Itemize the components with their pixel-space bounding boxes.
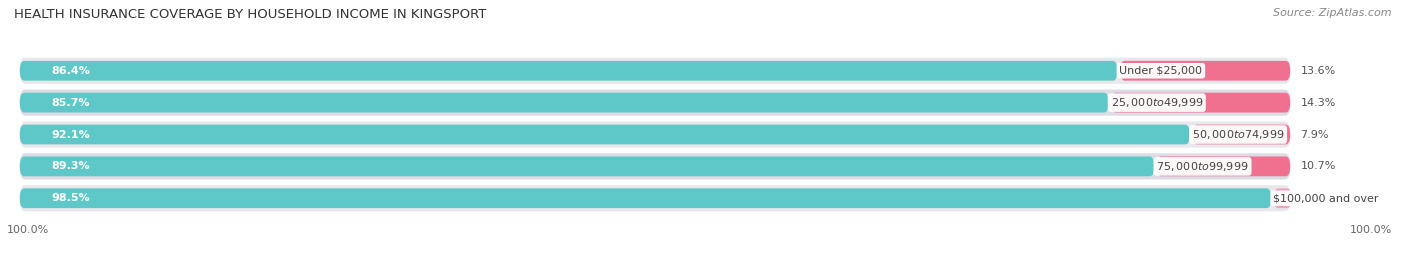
Text: 13.6%: 13.6% (1301, 66, 1336, 76)
FancyBboxPatch shape (20, 58, 1291, 84)
FancyBboxPatch shape (1192, 125, 1291, 144)
Text: $25,000 to $49,999: $25,000 to $49,999 (1111, 96, 1204, 109)
Text: 10.7%: 10.7% (1301, 161, 1336, 171)
Text: Under $25,000: Under $25,000 (1119, 66, 1202, 76)
Text: 14.3%: 14.3% (1301, 98, 1336, 108)
Text: 92.1%: 92.1% (52, 129, 90, 140)
FancyBboxPatch shape (20, 93, 1108, 112)
FancyBboxPatch shape (20, 61, 1118, 81)
FancyBboxPatch shape (20, 188, 1271, 208)
Text: $50,000 to $74,999: $50,000 to $74,999 (1192, 128, 1284, 141)
FancyBboxPatch shape (1274, 188, 1292, 208)
FancyBboxPatch shape (1111, 93, 1291, 112)
FancyBboxPatch shape (1157, 157, 1291, 176)
Text: $75,000 to $99,999: $75,000 to $99,999 (1156, 160, 1249, 173)
Text: $100,000 and over: $100,000 and over (1274, 193, 1379, 203)
FancyBboxPatch shape (1121, 61, 1291, 81)
FancyBboxPatch shape (20, 90, 1291, 116)
Text: 100.0%: 100.0% (1350, 225, 1392, 235)
FancyBboxPatch shape (20, 157, 1154, 176)
FancyBboxPatch shape (20, 153, 1291, 179)
FancyBboxPatch shape (20, 121, 1291, 148)
Text: 7.9%: 7.9% (1301, 129, 1329, 140)
Text: HEALTH INSURANCE COVERAGE BY HOUSEHOLD INCOME IN KINGSPORT: HEALTH INSURANCE COVERAGE BY HOUSEHOLD I… (14, 8, 486, 21)
Text: 85.7%: 85.7% (52, 98, 90, 108)
Text: Source: ZipAtlas.com: Source: ZipAtlas.com (1274, 8, 1392, 18)
Text: 98.5%: 98.5% (52, 193, 90, 203)
Text: 100.0%: 100.0% (7, 225, 49, 235)
Text: 1.6%: 1.6% (1302, 193, 1330, 203)
Text: 89.3%: 89.3% (52, 161, 90, 171)
Text: 86.4%: 86.4% (52, 66, 90, 76)
FancyBboxPatch shape (20, 125, 1189, 144)
FancyBboxPatch shape (20, 185, 1291, 211)
